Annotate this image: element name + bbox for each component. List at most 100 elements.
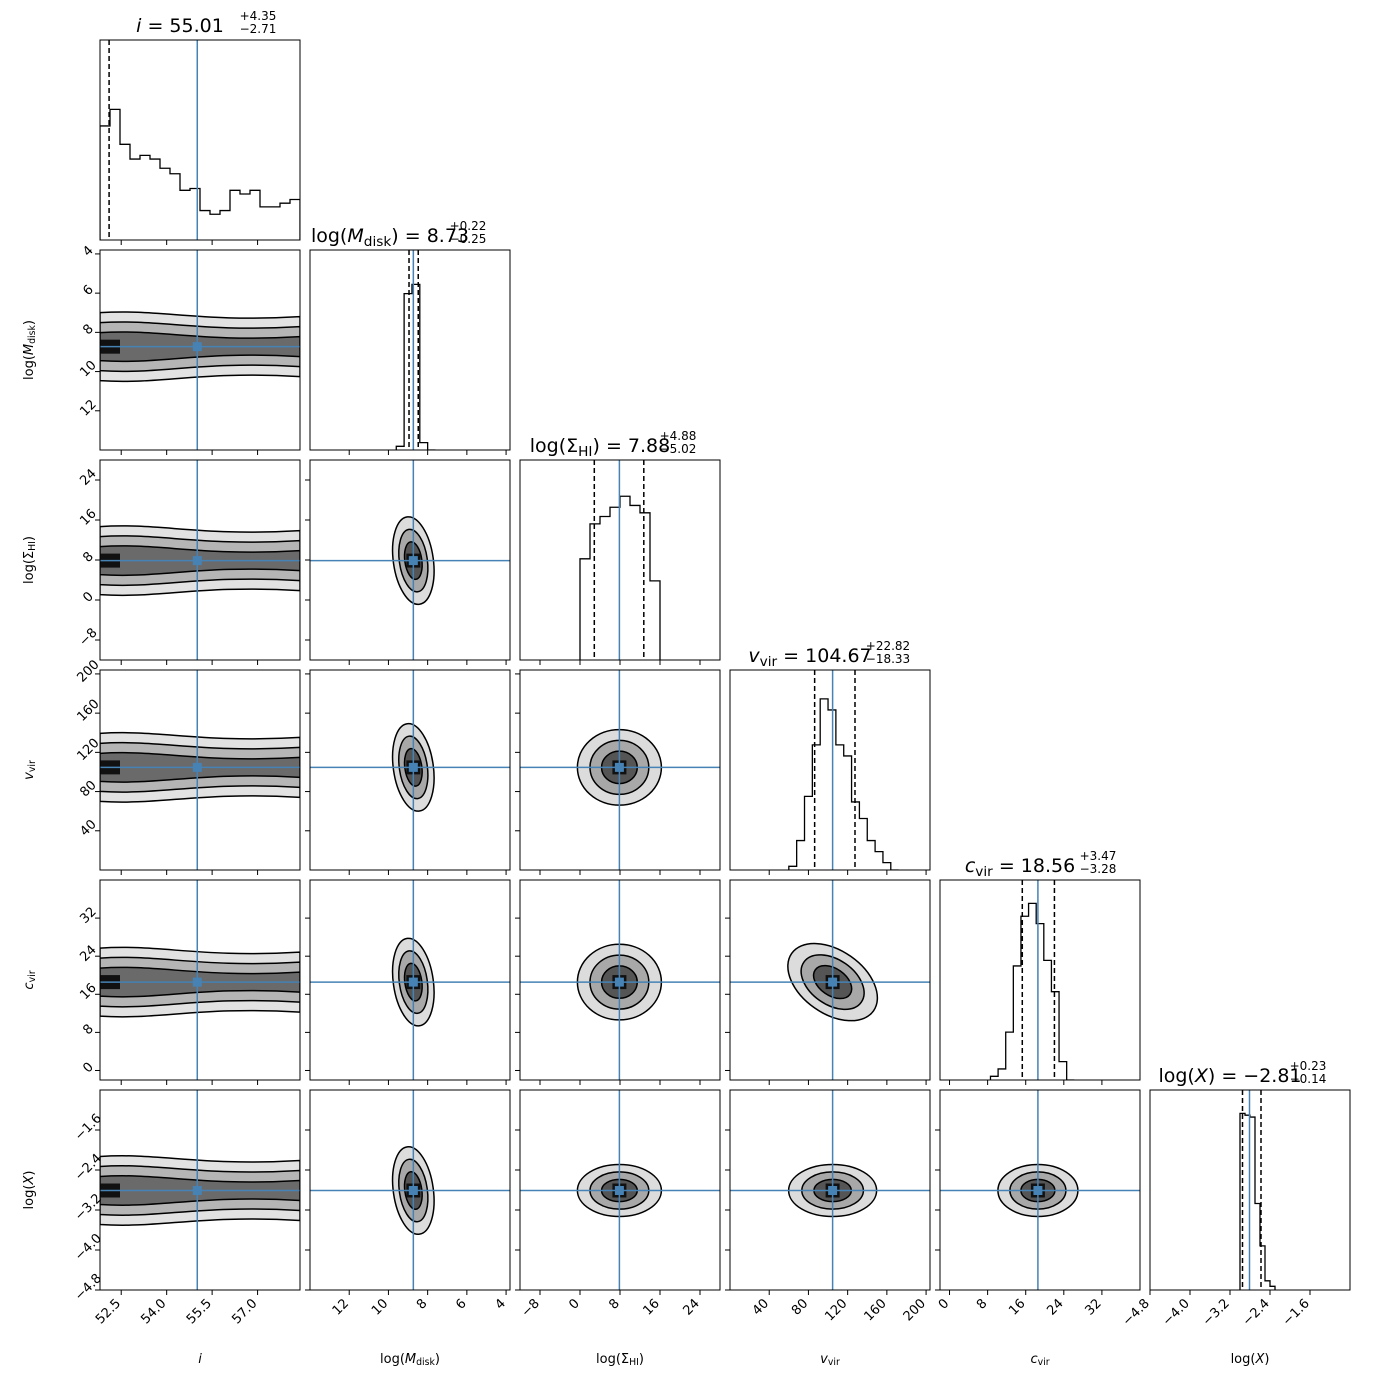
- title-minus: −18.33: [866, 652, 910, 666]
- histogram-log_mdisk: [395, 283, 436, 450]
- truth-marker: [828, 1186, 838, 1195]
- y-tick-label: 120: [74, 736, 102, 764]
- panel-c_vir-vs-c_vir: cvir = 18.56 +3.47−3.28: [939, 849, 1141, 1085]
- title-plus: +0.23: [1290, 1059, 1327, 1073]
- title-minus: −3.28: [1080, 862, 1117, 876]
- panel-frame: [309, 249, 511, 451]
- title-plus: +4.88: [660, 429, 697, 443]
- x-tick-label: 32: [1082, 1296, 1104, 1318]
- truth-marker: [192, 762, 202, 772]
- panel-c_vir-vs-i: 0 8 16 24 32: [77, 879, 301, 1085]
- title-plus: +22.82: [866, 639, 910, 653]
- histogram-log_x: [1239, 1112, 1276, 1290]
- y-tick-label: −8: [76, 625, 100, 649]
- panel-frame: [99, 669, 301, 871]
- x-tick-label: 8: [974, 1296, 990, 1312]
- x-tick-label: −4.0: [1160, 1296, 1193, 1329]
- truth-marker: [408, 1186, 418, 1195]
- panel-frame: [99, 1089, 301, 1291]
- title-minus: −0.25: [450, 232, 487, 246]
- x-tick-label: 55.5: [184, 1296, 215, 1327]
- panel-log_mdisk-vs-i: 12 10 8 6 4: [77, 243, 301, 455]
- truth-marker: [614, 1186, 624, 1195]
- panel-frame: [309, 879, 511, 1081]
- panel-log_sigma-vs-log_mdisk: [305, 459, 511, 665]
- panel-frame: [309, 1089, 511, 1291]
- panel-v_vir-vs-log_sigma: [515, 669, 721, 875]
- x-tick-label: 16: [641, 1296, 663, 1318]
- panel-c_vir-vs-v_vir: [725, 879, 931, 1085]
- x-tick-label: 12: [330, 1296, 352, 1318]
- truth-marker: [828, 977, 838, 987]
- title-i: i = 55.01 +4.35−2.71: [136, 9, 276, 37]
- y-axis-label-log_mdisk: log(Mdisk): [22, 320, 38, 380]
- x-tick-label: 0: [566, 1296, 582, 1312]
- truth-marker: [614, 977, 624, 987]
- y-axis-label-v_vir: vvir: [22, 760, 38, 780]
- truth-marker: [192, 342, 202, 352]
- y-tick-label: 8: [80, 549, 96, 565]
- title-minus: −2.71: [240, 22, 277, 36]
- y-tick-label: 16: [77, 506, 99, 528]
- title-plus: +3.47: [1080, 849, 1117, 863]
- x-tick-label: 4: [492, 1296, 508, 1312]
- x-tick-label: 52.5: [93, 1296, 124, 1327]
- panel-frame: [309, 669, 511, 871]
- y-axis-label-log_x: log(X): [22, 1171, 37, 1210]
- panel-log_x-vs-c_vir: 0 8 16 24 32: [935, 1089, 1141, 1319]
- x-tick-label: 16: [1006, 1296, 1028, 1318]
- x-tick-label: 24: [1044, 1296, 1066, 1318]
- x-tick-label: 120: [822, 1296, 850, 1324]
- x-axis-label-c_vir: cvir: [1030, 1352, 1049, 1368]
- truth-marker: [192, 1186, 202, 1195]
- panel-log_mdisk-vs-log_mdisk: log(Mdisk) = 8.73+0.22−0.25: [309, 219, 511, 455]
- x-axis-label-log_sigma: log(ΣHI): [596, 1352, 644, 1368]
- truth-marker: [408, 762, 418, 772]
- title-main: log(X) = −2.81: [1158, 1065, 1301, 1087]
- x-tick-label: 200: [901, 1296, 929, 1324]
- x-tick-label: 40: [750, 1296, 772, 1318]
- truth-marker: [408, 556, 418, 566]
- panel-log_x-vs-i: 52.5 54.0 55.5 57.0−4.8−4.0−3.2−2.4−1.6: [72, 1089, 301, 1327]
- title-v_vir: vvir = 104.67+22.82−18.33: [748, 639, 910, 670]
- panel-c_vir-vs-log_sigma: [515, 879, 721, 1085]
- title-minus: −0.14: [1290, 1072, 1327, 1086]
- x-tick-label: −4.8: [1120, 1296, 1153, 1329]
- panel-frame: [939, 879, 1141, 1081]
- x-tick-label: 6: [453, 1296, 469, 1312]
- title-main: log(ΣHI) = 7.88: [530, 435, 670, 460]
- y-tick-label: 10: [77, 358, 99, 380]
- histogram-v_vir: [788, 698, 899, 870]
- panel-log_x-vs-log_x: log(X) = −2.81+0.23−0.14 −4.8 −4.0 −3.2 −2.4…: [1120, 1059, 1351, 1329]
- y-tick-label: 40: [77, 817, 99, 839]
- panel-log_x-vs-v_vir: 40 80 120 160 200: [725, 1089, 931, 1324]
- x-tick-label: 24: [681, 1296, 703, 1318]
- truth-marker: [614, 762, 624, 772]
- x-axis-label-v_vir: vvir: [820, 1352, 840, 1368]
- panel-frame: [729, 1089, 931, 1291]
- title-log_mdisk: log(Mdisk) = 8.73+0.22−0.25: [311, 219, 486, 250]
- y-tick-label: 8: [80, 1022, 96, 1038]
- panel-v_vir-vs-v_vir: vvir = 104.67+22.82−18.33: [729, 639, 931, 875]
- x-axis-label-log_mdisk: log(Mdisk): [380, 1352, 440, 1368]
- panel-i-vs-i: i = 55.01 +4.35−2.71: [99, 9, 301, 245]
- panel-log_x-vs-log_sigma: −8 0 8 16 24: [515, 1089, 721, 1320]
- panel-v_vir-vs-i: 40 80 120 160 200: [74, 657, 301, 875]
- title-c_vir: cvir = 18.56 +3.47−3.28: [965, 849, 1117, 880]
- title-log_x: log(X) = −2.81+0.23−0.14: [1158, 1059, 1326, 1087]
- title-plus: +4.35: [240, 9, 277, 23]
- x-tick-label: −3.2: [1200, 1296, 1233, 1329]
- y-tick-label: 80: [77, 778, 99, 800]
- panel-frame: [99, 39, 301, 241]
- panel-log_sigma-vs-log_sigma: log(ΣHI) = 7.88+4.88−5.02: [519, 429, 721, 665]
- y-tick-label: 32: [77, 904, 99, 926]
- x-tick-label: 80: [789, 1296, 811, 1318]
- x-axis-label-i: i: [198, 1352, 202, 1367]
- y-tick-label: 4: [80, 243, 96, 259]
- panel-log_sigma-vs-i: −8 0 8 16 24: [76, 459, 301, 665]
- x-tick-label: 57.0: [229, 1296, 260, 1327]
- y-tick-label: 6: [80, 282, 96, 298]
- y-tick-label: 24: [77, 943, 99, 965]
- panel-frame: [729, 879, 931, 1081]
- title-minus: −5.02: [660, 442, 697, 456]
